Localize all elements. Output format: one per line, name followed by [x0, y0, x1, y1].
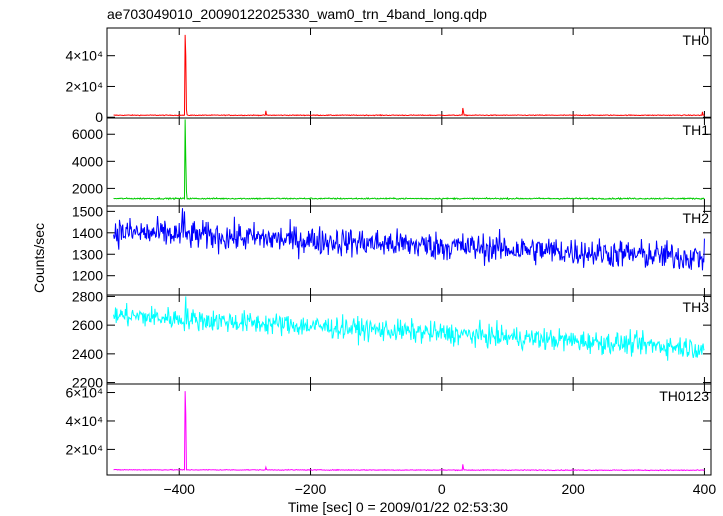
series-label: TH1 — [683, 122, 710, 138]
x-tick-label: 400 — [693, 481, 717, 497]
series-label: TH3 — [683, 299, 710, 315]
x-tick-label: −400 — [163, 481, 195, 497]
y-tick-label: 2800 — [72, 288, 103, 304]
series-th1-line — [113, 119, 705, 201]
y-axis-label: Counts/sec — [31, 223, 47, 293]
y-tick-label: 0 — [95, 109, 103, 125]
panel-th1: 2000 4000 6000 TH1 — [72, 117, 712, 207]
y-tick-label: 2×10⁴ — [65, 441, 103, 457]
panel-th0123: 2×10⁴ 4×10⁴ 6×10⁴ TH0123 — [65, 383, 712, 476]
panel-th3: 2200 2400 2600 2800 TH3 — [72, 288, 712, 391]
y-tick-label: 1300 — [72, 246, 103, 262]
y-tick-label: 4×10⁴ — [65, 48, 103, 64]
series-th0123-line — [113, 391, 705, 472]
y-tick-label: 2000 — [72, 180, 103, 196]
y-tick-label: 1400 — [72, 225, 103, 241]
x-tick-label: 200 — [561, 481, 585, 497]
y-tick-label: 2×10⁴ — [65, 78, 103, 94]
series-th2-line — [113, 208, 705, 271]
panel-th2: 1200 1300 1400 1500 TH2 — [72, 203, 712, 296]
x-tick-label: 0 — [438, 481, 446, 497]
y-tick-label: 6×10⁴ — [65, 385, 103, 401]
series-label: TH2 — [683, 210, 710, 226]
y-tick-label: 4×10⁴ — [65, 413, 103, 429]
y-tick-label: 2400 — [72, 346, 103, 362]
panel-frame — [106, 117, 712, 207]
panel-frame — [106, 27, 712, 119]
chart-title: ae703049010_20090122025330_wam0_trn_4ban… — [107, 6, 487, 22]
y-tick-label: 6000 — [72, 126, 103, 142]
series-label: TH0123 — [659, 388, 709, 404]
y-tick-label: 4000 — [72, 153, 103, 169]
y-tick-label: 1500 — [72, 203, 103, 219]
panel-th0: 0 2×10⁴ 4×10⁴ TH0 — [65, 27, 712, 125]
series-th3-line — [113, 296, 705, 361]
x-tick-label: −200 — [295, 481, 327, 497]
panel-frame — [106, 383, 712, 476]
series-label: TH0 — [683, 32, 710, 48]
y-tick-label: 2200 — [72, 375, 103, 391]
y-tick-label: 1200 — [72, 268, 103, 284]
series-th0-line — [113, 34, 705, 117]
x-axis-label: Time [sec] 0 = 2009/01/22 02:53:30 — [288, 499, 508, 515]
y-tick-label: 2600 — [72, 317, 103, 333]
